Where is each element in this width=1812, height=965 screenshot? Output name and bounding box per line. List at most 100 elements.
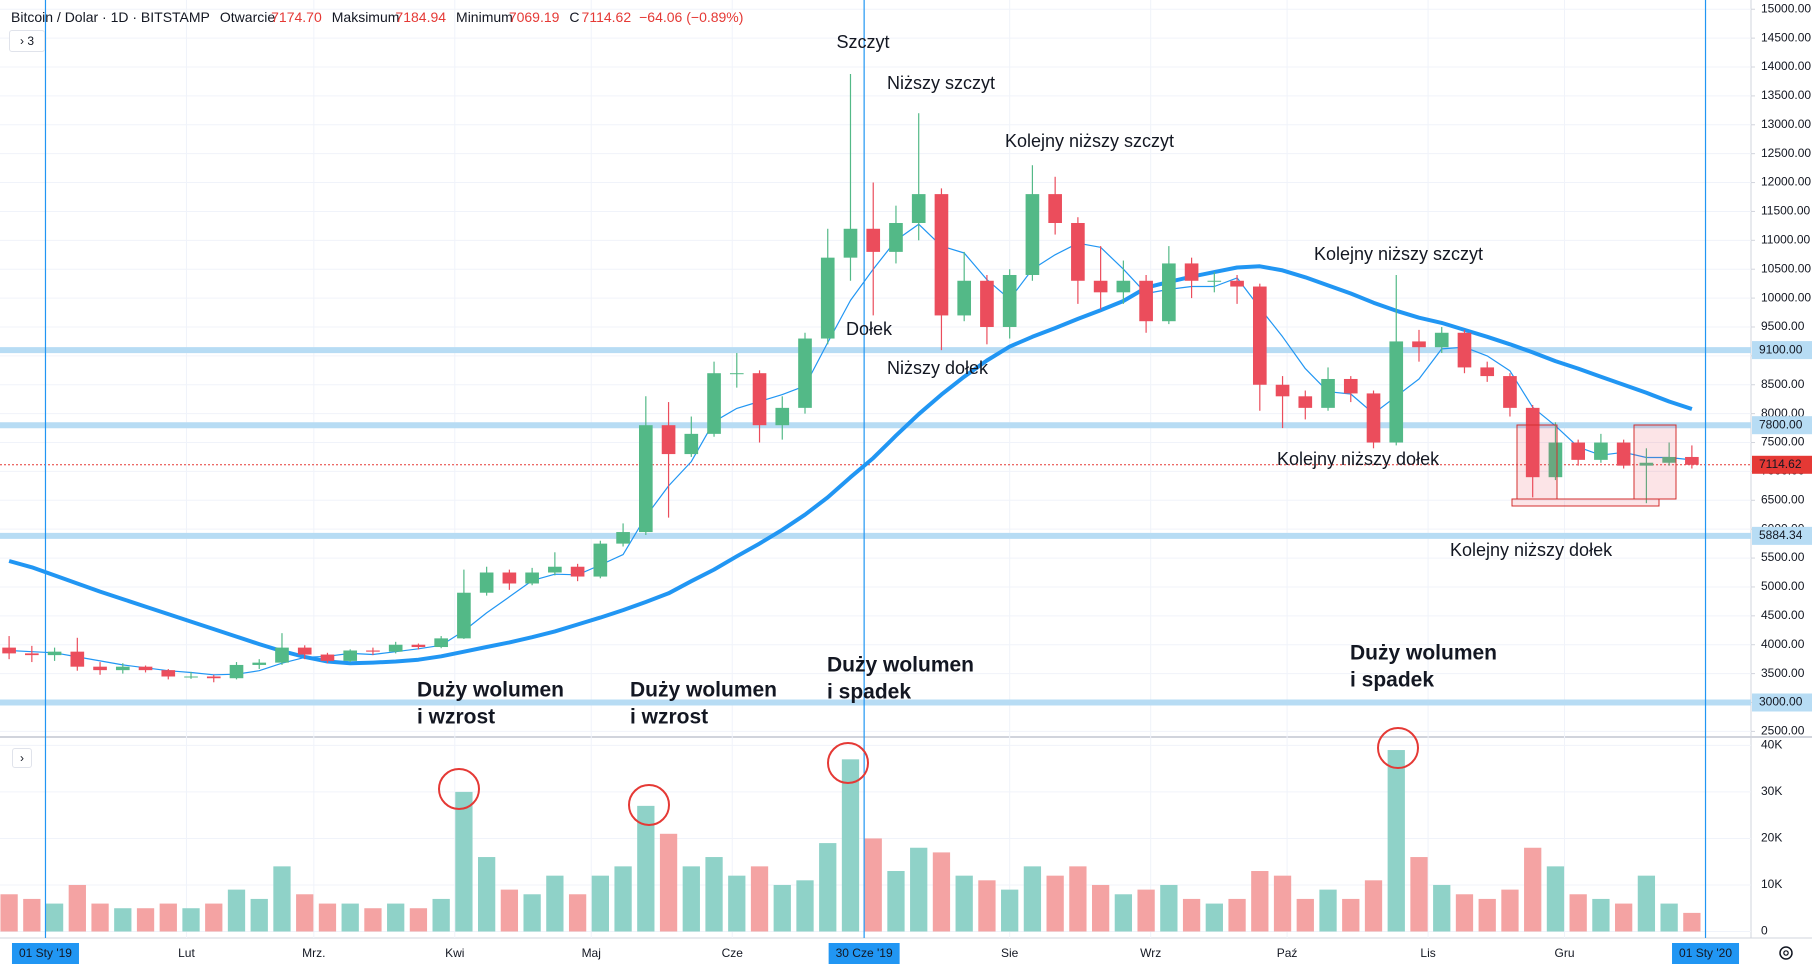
ohlc-value: 7184.94 <box>395 9 447 25</box>
candle-body <box>1571 442 1585 460</box>
volume-bar <box>637 805 655 932</box>
candle-body <box>229 664 244 679</box>
x-tick-highlight <box>11 943 79 964</box>
candle-body <box>479 572 494 593</box>
volume-bar <box>659 833 678 932</box>
candle-body <box>297 647 312 655</box>
annotation: Szczyt <box>836 32 889 52</box>
volume-bar <box>1114 894 1133 932</box>
volume-tick-label: 40K <box>1761 738 1782 752</box>
annotation: i wzrost <box>417 706 495 729</box>
volume-bar <box>1319 889 1337 932</box>
candle-body <box>934 194 949 316</box>
ohlc-label: Minimum <box>456 9 513 25</box>
volume-bar <box>432 898 450 932</box>
annotation: i spadek <box>827 681 911 704</box>
candle-body <box>661 425 676 455</box>
indicators-toggle[interactable]: › 3 <box>9 30 45 52</box>
volume-bar <box>1410 857 1428 932</box>
volume-bar <box>1569 894 1587 932</box>
candle-body <box>457 592 471 639</box>
candle-body <box>1093 280 1108 293</box>
volume-bar <box>182 908 200 932</box>
annotation: Duży wolumen <box>630 679 777 702</box>
volume-bar <box>796 880 814 932</box>
ohlc-value: 7069.19 <box>508 9 560 25</box>
volume-bar <box>114 908 132 932</box>
annotation: Kolejny niższy szczyt <box>1314 244 1483 264</box>
candle-body <box>115 666 130 671</box>
annotation: Kolejny niższy dołek <box>1277 449 1440 469</box>
x-tick-label: Gru <box>1555 946 1575 960</box>
range-box <box>1633 424 1677 500</box>
annotation: Duży wolumen <box>417 679 564 702</box>
volume-bar <box>91 903 109 932</box>
candle-body <box>1071 222 1085 281</box>
x-tick-label: Wrz <box>1140 946 1161 960</box>
candle-body <box>639 425 653 533</box>
annotation: Niższy dołek <box>887 358 989 378</box>
candle-body <box>2 647 16 654</box>
volume-bar <box>728 875 746 932</box>
volume-bar <box>682 866 700 932</box>
highlight-circle <box>827 742 869 784</box>
volume-bar <box>1501 889 1519 932</box>
candle-body <box>1298 396 1313 408</box>
candle-body <box>866 228 881 252</box>
y-tick-label: 14000.00 <box>1761 59 1811 73</box>
volume-bar <box>705 857 723 932</box>
volume-bar <box>159 903 177 932</box>
annotation: Duży wolumen <box>1350 642 1497 665</box>
range-box <box>1511 498 1660 507</box>
volume-tick-label: 10K <box>1761 877 1782 891</box>
candle-body <box>161 670 176 677</box>
moving-average <box>8 264 1693 666</box>
volume-bar <box>523 894 541 932</box>
volume-bar <box>978 880 996 932</box>
gear-hub <box>1783 950 1789 956</box>
y-tick-label: 13000.00 <box>1761 117 1811 131</box>
volume-bar <box>1296 898 1314 932</box>
volume-bar <box>387 903 405 932</box>
candle-body <box>1184 263 1199 281</box>
change: −64.06 (−0.89%) <box>639 9 744 25</box>
candle-body <box>684 433 699 455</box>
y-tick-label: 6500.00 <box>1761 492 1805 506</box>
level-label-box <box>1752 341 1812 360</box>
candle-body <box>93 666 107 671</box>
highlight-circle <box>628 784 670 826</box>
volume-bar <box>500 889 519 932</box>
y-tick-label: 8500.00 <box>1761 377 1805 391</box>
volume-bar <box>68 884 86 932</box>
y-tick-label: 11000.00 <box>1761 232 1810 246</box>
x-tick-label: 01 Sty '20 <box>1679 946 1732 960</box>
x-tick-label: Paź <box>1277 946 1298 960</box>
y-tick-label: 10500.00 <box>1761 261 1811 275</box>
annotation: Kolejny niższy dołek <box>1450 540 1613 560</box>
candle-body <box>1480 367 1495 377</box>
candle-body <box>1252 286 1267 385</box>
volume-bar <box>1160 884 1178 932</box>
settings-icon[interactable] <box>1779 946 1793 960</box>
candle-body <box>25 653 39 656</box>
volume-bar <box>273 866 291 932</box>
volume-bar <box>136 908 155 932</box>
axes: 2500.00 3000.00 3500.00 4000.00 4500.00 5000.… <box>11 1 1812 964</box>
highlight-circle <box>1377 727 1419 769</box>
x-tick-label: Mrz. <box>302 946 325 960</box>
candle-body <box>1662 456 1676 463</box>
moving-averages <box>8 223 1693 676</box>
candle-body <box>525 572 539 584</box>
level-label-box <box>1752 693 1812 712</box>
last-price-label: 7114.62 <box>1759 457 1802 471</box>
volume-bar <box>910 847 928 932</box>
volume-bar <box>205 903 223 932</box>
x-tick-label: Cze <box>722 946 744 960</box>
volume-bar <box>1387 750 1405 932</box>
volume-bar <box>1478 898 1496 932</box>
volume-toggle[interactable]: › <box>12 748 32 768</box>
volume-bar <box>1637 875 1656 932</box>
y-tick-label: 2500.00 <box>1761 724 1805 738</box>
legend: Bitcoin / Dolar · 1D · BITSTAMP Otwarcie… <box>11 9 743 25</box>
ohlc-value: 7174.70 <box>271 9 322 25</box>
